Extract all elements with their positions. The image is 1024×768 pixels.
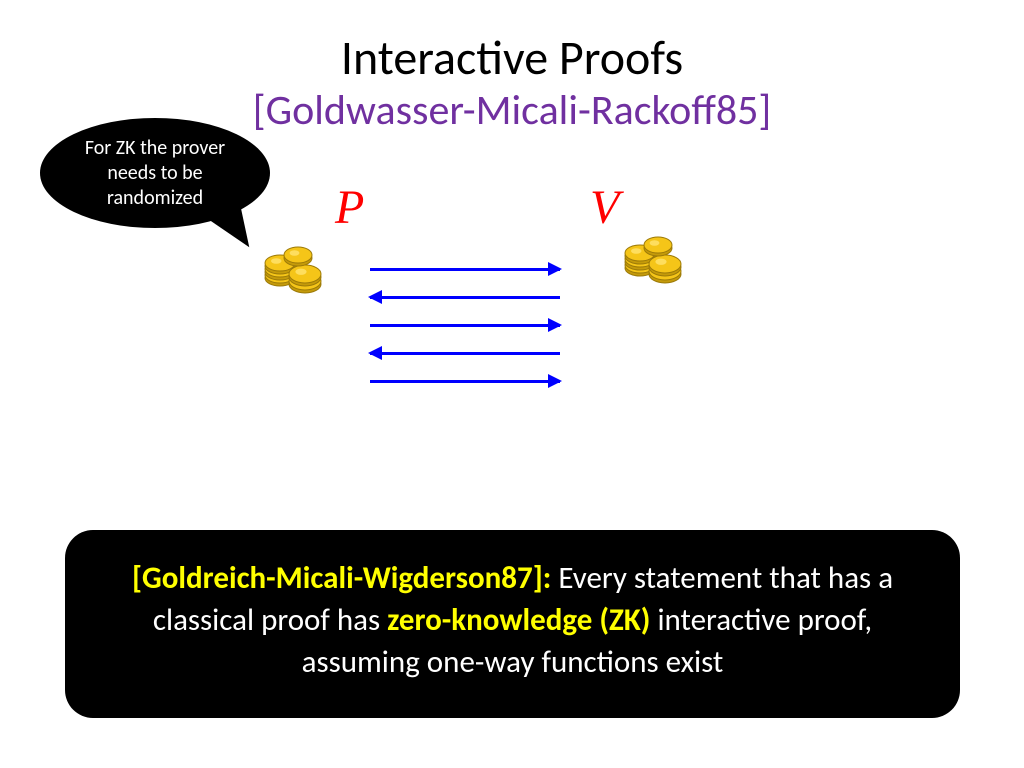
- arrow-left: [370, 352, 560, 355]
- speech-bubble: For ZK the prover needs to be randomized: [40, 118, 270, 228]
- verifier-label: V: [590, 180, 619, 235]
- arrow-left: [370, 296, 560, 299]
- bubble-text: For ZK the prover needs to be randomized: [60, 136, 250, 211]
- theorem-zk: zero-knowledge (ZK): [387, 601, 650, 639]
- message-arrows: [370, 268, 590, 408]
- coins-prover-icon: [260, 235, 330, 295]
- prover-label: P: [335, 180, 364, 235]
- slide-title: Interactive Proofs: [0, 0, 1024, 87]
- theorem-ref: [Goldreich-Micali-Wigderson87]:: [132, 559, 551, 597]
- arrow-right: [370, 268, 560, 271]
- arrow-right: [370, 324, 560, 327]
- arrow-right: [370, 380, 560, 383]
- theorem-box: [Goldreich-Micali-Wigderson87]: Every st…: [65, 530, 960, 718]
- coins-verifier-icon: [620, 225, 690, 285]
